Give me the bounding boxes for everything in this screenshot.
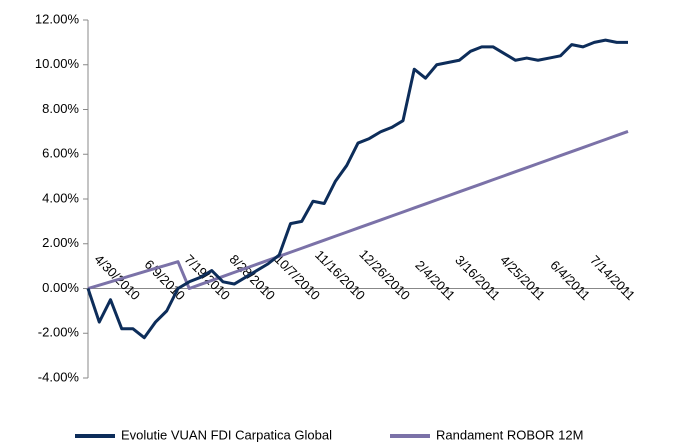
y-tick-label: -2.00% — [38, 325, 80, 340]
legend-label: Evolutie VUAN FDI Carpatica Global — [121, 427, 332, 442]
y-tick-label: 4.00% — [42, 190, 79, 205]
y-tick-label: 0.00% — [42, 280, 79, 295]
y-tick-label: -4.00% — [38, 369, 80, 384]
y-tick-label: 8.00% — [42, 101, 79, 116]
y-tick-label: 10.00% — [35, 56, 80, 71]
x-tick-label: 7/19/2010 — [182, 252, 234, 304]
x-tick-label: 7/14/2011 — [587, 252, 638, 303]
x-tick-label: 4/30/2010 — [92, 252, 144, 304]
y-tick-label: 6.00% — [42, 146, 79, 161]
series-line — [87, 130, 629, 290]
x-tick-label: 4/25/2011 — [497, 252, 548, 303]
x-tick-label: 2/4/2011 — [412, 257, 458, 303]
y-tick-label: 12.00% — [35, 11, 80, 26]
legend-label: Randament ROBOR 12M — [436, 427, 583, 442]
y-tick-label: 2.00% — [42, 235, 79, 250]
x-tick-label: 3/16/2011 — [452, 252, 503, 303]
x-tick-label: 6/9/2010 — [142, 257, 188, 303]
x-tick-label: 6/4/2011 — [547, 257, 593, 303]
series-line — [86, 38, 628, 340]
